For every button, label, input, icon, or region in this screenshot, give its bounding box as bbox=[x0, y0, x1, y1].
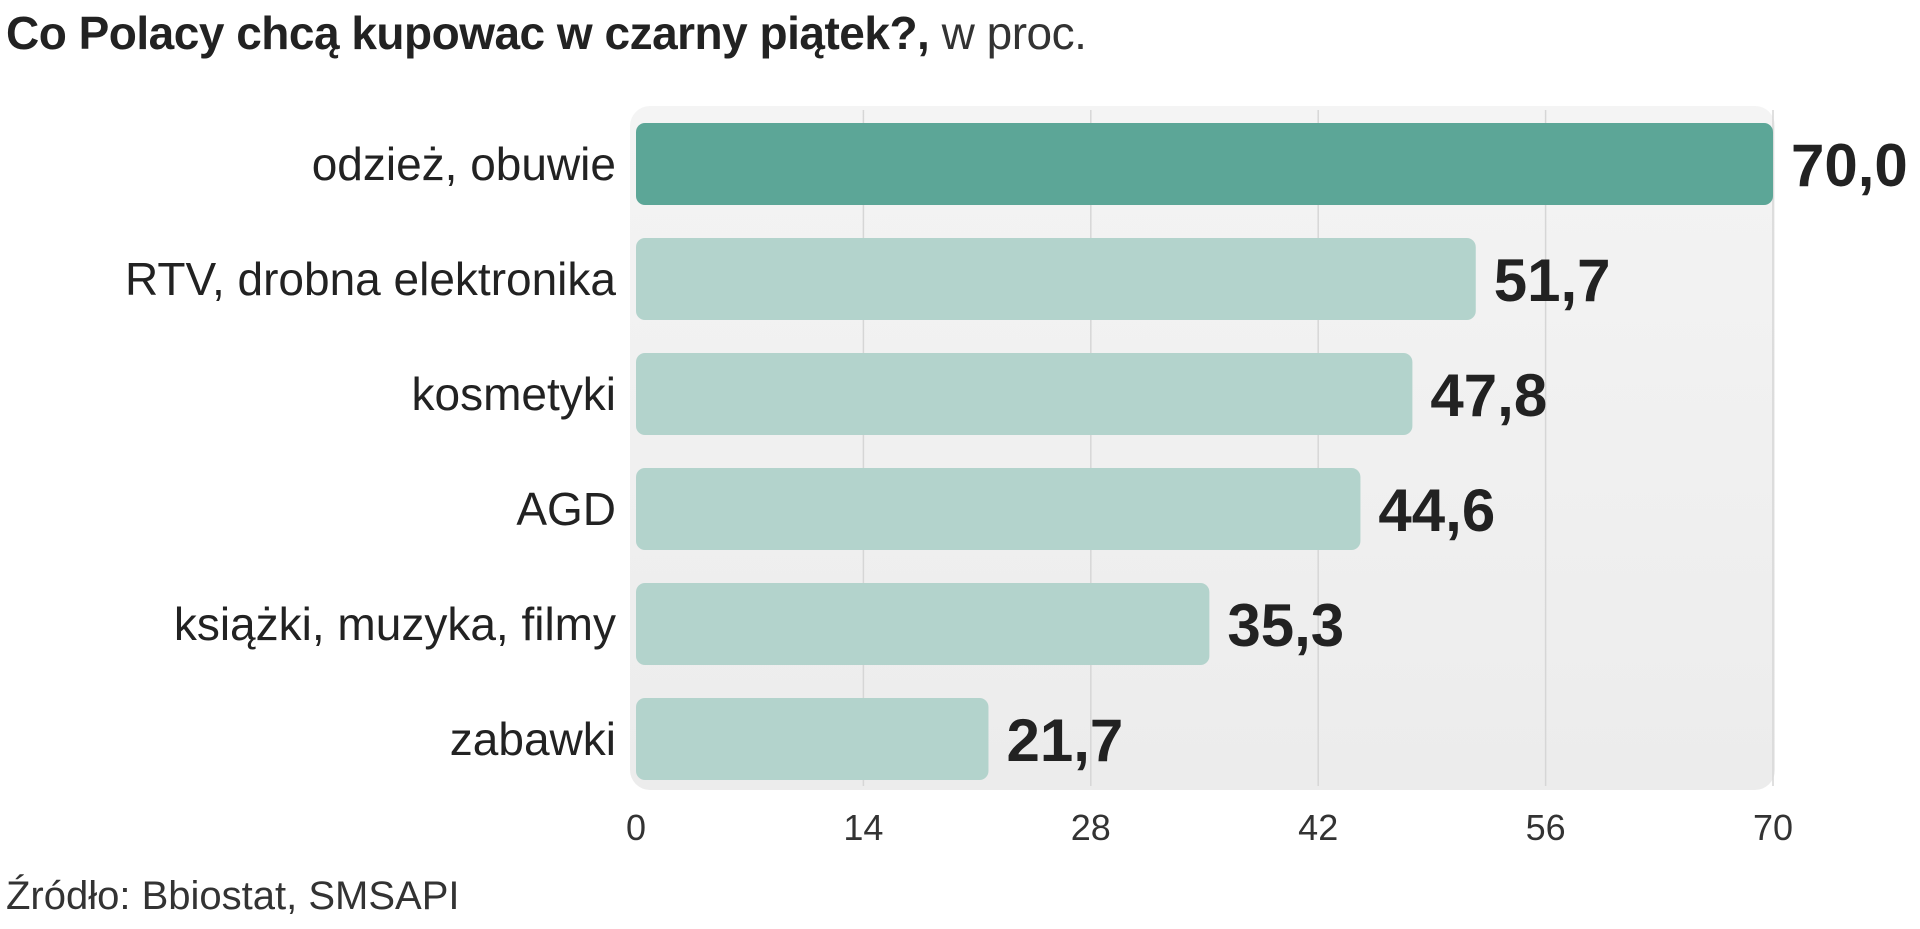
value-label: 51,7 bbox=[1494, 247, 1611, 314]
value-label: 47,8 bbox=[1430, 362, 1547, 429]
chart-title-main: Co Polacy chcą kupowac w czarny piątek?, bbox=[6, 7, 930, 59]
bar bbox=[636, 353, 1413, 435]
bar bbox=[636, 698, 989, 780]
category-label: RTV, drobna elektronika bbox=[125, 253, 616, 305]
bar bbox=[636, 583, 1210, 665]
value-label: 21,7 bbox=[1006, 707, 1123, 774]
plot-background bbox=[630, 106, 1775, 790]
category-label: zabawki bbox=[450, 713, 616, 765]
chart-title-unit: w proc. bbox=[941, 7, 1087, 59]
x-tick-label: 70 bbox=[1753, 807, 1793, 848]
bar bbox=[636, 468, 1361, 550]
bar bbox=[636, 123, 1773, 205]
bar-chart: 0 14 28 42 56 70 odzież, obuwie 70,0 RTV, drobna… bbox=[125, 106, 1908, 848]
chart-title: Co Polacy chcą kupowac w czarny piątek?,… bbox=[6, 6, 1087, 60]
category-label: książki, muzyka, filmy bbox=[174, 598, 616, 650]
category-label: kosmetyki bbox=[412, 368, 616, 420]
value-label: 70,0 bbox=[1791, 132, 1908, 199]
category-label: odzież, obuwie bbox=[312, 138, 616, 190]
bar bbox=[636, 238, 1476, 320]
value-label: 35,3 bbox=[1227, 592, 1344, 659]
x-tick-label: 42 bbox=[1298, 807, 1338, 848]
category-label: AGD bbox=[516, 483, 616, 535]
x-tick-label: 28 bbox=[1071, 807, 1111, 848]
x-tick-label: 14 bbox=[843, 807, 883, 848]
source-note: Źródło: Bbiostat, SMSAPI bbox=[6, 874, 460, 918]
x-tick-label: 56 bbox=[1526, 807, 1566, 848]
value-label: 44,6 bbox=[1378, 477, 1495, 544]
x-tick-label: 0 bbox=[626, 807, 646, 848]
